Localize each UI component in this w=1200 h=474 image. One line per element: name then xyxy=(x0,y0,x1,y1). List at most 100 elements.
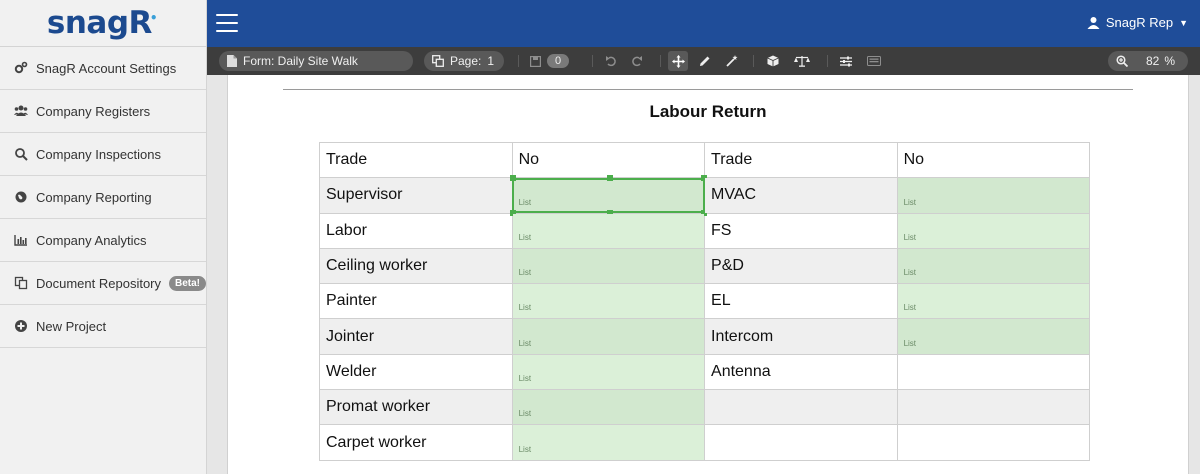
table-row: Supervisor List MVAC List xyxy=(319,175,1091,216)
sidebar-item-document-repository[interactable]: Document Repository Beta! xyxy=(0,262,206,305)
page-number: 1 xyxy=(487,54,495,68)
form-title: Labour Return xyxy=(649,102,767,121)
zoom-control[interactable]: 82 % xyxy=(1108,51,1188,71)
field-placeholder: List xyxy=(518,303,532,313)
resize-handle[interactable] xyxy=(509,175,516,182)
number-field[interactable]: List xyxy=(896,283,1091,320)
form-toolbar: Form: Daily Site Walk Page: 1 0 82 xyxy=(207,47,1200,75)
sidebar-item-label: Company Reporting xyxy=(36,189,152,205)
table-row: Painter List EL List xyxy=(319,283,1091,320)
number-field[interactable]: List xyxy=(896,247,1091,285)
sidebar-item-company-reporting[interactable]: Company Reporting xyxy=(0,176,206,219)
save-icon[interactable] xyxy=(525,51,545,71)
trade-cell: Promat worker xyxy=(319,389,513,426)
documents-icon xyxy=(14,276,28,290)
number-field[interactable]: List xyxy=(511,353,706,391)
redo-icon[interactable] xyxy=(627,51,647,71)
sidebar-item-new-project[interactable]: New Project xyxy=(0,305,206,348)
field-placeholder: List xyxy=(518,232,532,242)
empty-cell xyxy=(704,389,898,426)
trade-cell: Supervisor xyxy=(319,177,513,214)
number-field[interactable]: List xyxy=(511,212,706,249)
saved-count: 0 xyxy=(547,54,570,68)
empty-cell xyxy=(896,353,1091,391)
field-placeholder: List xyxy=(518,409,532,419)
magic-wand-icon[interactable] xyxy=(722,51,742,71)
sidebar: snagR• SnagR Account Settings Company Re… xyxy=(0,0,207,474)
globe-icon xyxy=(14,190,28,204)
plus-circle-icon xyxy=(14,319,28,333)
table-row: Jointer List Intercom List xyxy=(319,318,1091,355)
number-field[interactable]: List xyxy=(896,318,1091,355)
resize-handle[interactable] xyxy=(701,175,708,182)
resize-handle[interactable] xyxy=(606,175,613,182)
column-header: No xyxy=(511,141,706,179)
field-placeholder: List xyxy=(903,303,917,313)
scale-icon[interactable] xyxy=(792,51,812,71)
column-header: Trade xyxy=(319,141,513,179)
pencil-icon[interactable] xyxy=(695,51,715,71)
empty-cell xyxy=(896,389,1091,426)
sliders-icon[interactable] xyxy=(836,51,856,71)
undo-icon[interactable] xyxy=(601,51,621,71)
number-field[interactable]: List xyxy=(511,389,706,426)
sidebar-item-company-analytics[interactable]: Company Analytics xyxy=(0,219,206,262)
trade-cell: P&D xyxy=(704,247,898,285)
trade-cell: Intercom xyxy=(704,318,898,355)
table-row: Carpet worker List xyxy=(319,424,1091,461)
page-selector[interactable]: Page: 1 xyxy=(424,51,504,71)
number-field[interactable]: List xyxy=(896,212,1091,249)
field-placeholder: List xyxy=(518,197,532,207)
sidebar-item-account-settings[interactable]: SnagR Account Settings xyxy=(0,47,206,90)
gears-icon xyxy=(14,61,28,75)
zoom-icon xyxy=(1116,55,1128,67)
trade-cell: Carpet worker xyxy=(319,424,513,461)
number-field[interactable]: List xyxy=(511,318,706,355)
field-placeholder: List xyxy=(903,232,917,242)
form-page: Labour Return Trade No Trade No Supervis… xyxy=(227,75,1189,474)
number-field[interactable]: List xyxy=(509,175,708,216)
table-row: Promat worker List xyxy=(319,389,1091,426)
cube-icon[interactable] xyxy=(763,51,783,71)
trade-cell: Jointer xyxy=(319,318,513,355)
sidebar-item-label: New Project xyxy=(36,318,107,334)
search-icon xyxy=(14,147,28,161)
number-field[interactable]: List xyxy=(511,247,706,285)
trade-cell: Antenna xyxy=(704,353,898,391)
table-row: Ceiling worker List P&D List xyxy=(319,247,1091,285)
field-placeholder: List xyxy=(518,268,532,278)
document-icon xyxy=(227,55,237,67)
trade-cell: MVAC xyxy=(704,177,898,214)
trade-cell: Labor xyxy=(319,212,513,249)
users-icon xyxy=(14,104,28,118)
field-placeholder: List xyxy=(903,338,917,348)
column-header: Trade xyxy=(704,141,898,179)
trade-cell: Ceiling worker xyxy=(319,247,513,285)
table-header-row: Trade No Trade No xyxy=(319,141,1091,179)
table-row: Welder List Antenna xyxy=(319,353,1091,391)
number-field[interactable]: List xyxy=(511,424,706,461)
keyboard-icon[interactable] xyxy=(864,51,884,71)
menu-icon[interactable] xyxy=(216,14,238,32)
field-placeholder: List xyxy=(903,197,917,207)
zoom-unit: % xyxy=(1164,54,1176,68)
sidebar-item-label: Company Inspections xyxy=(36,146,162,162)
trade-cell: Welder xyxy=(319,353,513,391)
labour-return-table: Trade No Trade No Supervisor List MVAC L… xyxy=(319,141,1091,461)
bar-chart-icon xyxy=(14,233,28,247)
user-menu[interactable]: SnagR Rep ▼ xyxy=(1087,15,1188,30)
empty-cell xyxy=(704,424,898,461)
sidebar-item-label: Company Registers xyxy=(36,103,151,119)
number-field[interactable]: List xyxy=(896,177,1091,214)
number-field[interactable]: List xyxy=(511,283,706,320)
field-placeholder: List xyxy=(518,374,532,384)
move-icon[interactable] xyxy=(668,51,688,71)
sidebar-item-company-inspections[interactable]: Company Inspections xyxy=(0,133,206,176)
sidebar-item-label: SnagR Account Settings xyxy=(36,60,177,76)
user-icon xyxy=(1087,17,1100,29)
sidebar-item-company-registers[interactable]: Company Registers xyxy=(0,90,206,133)
snagr-logo[interactable]: snagR• xyxy=(0,0,206,47)
beta-badge: Beta! xyxy=(168,275,206,291)
form-selector[interactable]: Form: Daily Site Walk xyxy=(219,51,413,71)
empty-cell xyxy=(896,424,1091,461)
